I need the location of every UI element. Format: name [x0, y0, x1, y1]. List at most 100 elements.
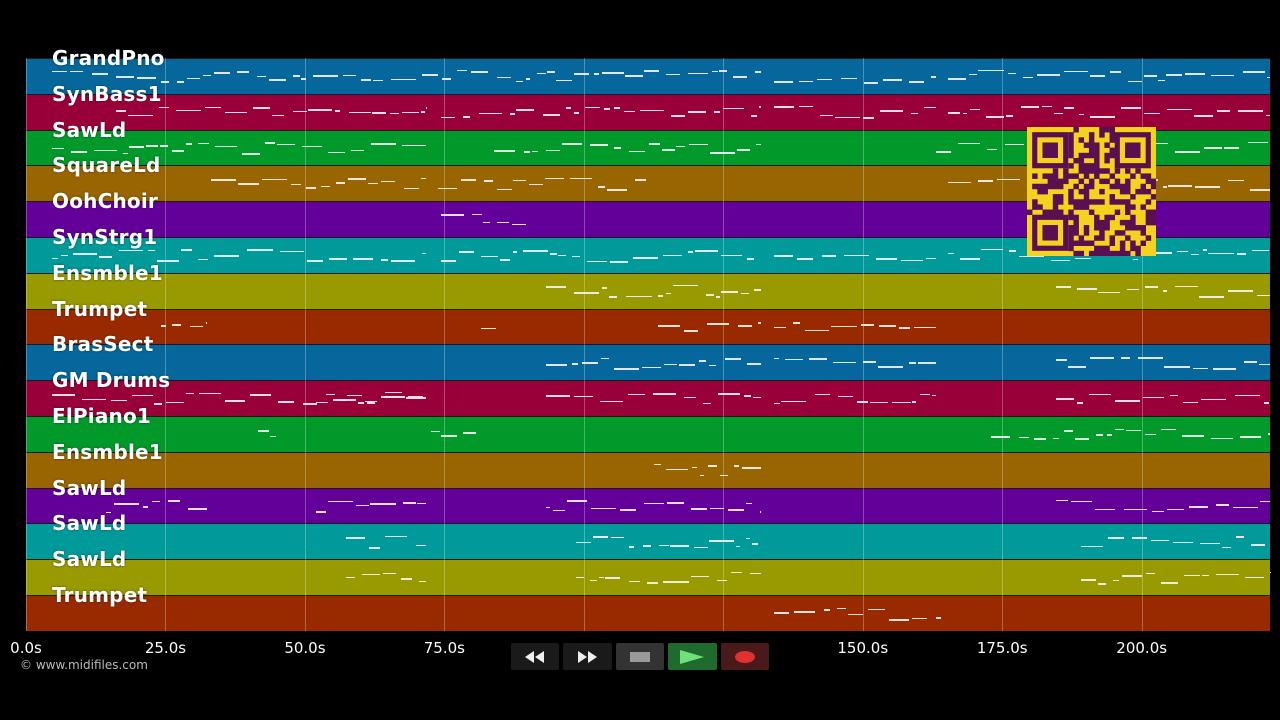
note-mark	[542, 113, 560, 116]
note-mark	[863, 116, 874, 119]
note-mark	[346, 537, 366, 540]
note-mark	[912, 400, 917, 403]
note-mark	[292, 111, 307, 113]
track-label: SynBass1	[52, 81, 162, 106]
note-mark	[781, 401, 806, 403]
track-label: Trumpet	[52, 583, 148, 607]
note-mark	[334, 109, 341, 112]
note-mark	[1247, 142, 1268, 143]
note-mark	[1184, 72, 1205, 75]
note-mark	[875, 258, 898, 261]
note-mark	[225, 112, 248, 114]
note-mark	[71, 151, 88, 154]
note-mark	[329, 258, 348, 261]
note-mark	[1191, 254, 1199, 256]
note-mark	[664, 363, 677, 365]
note-mark	[462, 115, 471, 118]
transport-controls	[511, 643, 770, 670]
note-mark	[644, 502, 665, 504]
note-mark	[1151, 539, 1170, 541]
note-mark	[609, 260, 628, 263]
note-mark	[362, 573, 380, 575]
note-mark	[181, 249, 192, 252]
note-mark	[684, 330, 699, 333]
note-mark	[593, 72, 600, 75]
note-mark	[735, 546, 741, 548]
fast-forward-button[interactable]	[563, 643, 612, 670]
note-mark	[733, 76, 747, 79]
note-mark	[1216, 573, 1240, 575]
note-mark	[116, 109, 127, 112]
note-mark	[920, 394, 931, 396]
note-mark	[546, 506, 551, 508]
track-lane	[26, 272, 1270, 309]
note-mark	[335, 181, 345, 184]
note-mark	[1022, 77, 1034, 79]
note-mark	[601, 286, 607, 289]
grid-line	[165, 58, 167, 631]
note-mark	[198, 258, 209, 260]
note-mark	[171, 323, 182, 326]
play-button[interactable]	[668, 643, 717, 670]
note-mark	[1051, 260, 1070, 262]
note-mark	[1145, 286, 1159, 289]
note-mark	[654, 464, 662, 466]
note-mark	[401, 111, 419, 113]
note-mark	[1071, 501, 1093, 503]
note-mark	[1081, 545, 1103, 547]
note-mark	[494, 149, 516, 152]
note-mark	[708, 464, 718, 467]
track-label: GrandPno	[52, 46, 165, 70]
track-label: ElPiano1	[52, 404, 152, 428]
note-mark	[257, 75, 267, 77]
note-mark	[831, 326, 857, 328]
note-mark	[119, 249, 144, 251]
note-mark	[833, 362, 856, 364]
track-lane	[26, 523, 1270, 560]
note-mark	[1217, 109, 1230, 112]
note-mark	[1228, 180, 1245, 182]
note-mark	[372, 111, 387, 114]
note-mark	[342, 75, 357, 77]
note-mark	[1120, 357, 1131, 360]
note-mark	[277, 401, 295, 404]
note-mark	[836, 608, 846, 610]
note-mark	[719, 70, 728, 73]
note-mark	[687, 251, 694, 254]
note-mark	[176, 109, 202, 111]
record-button[interactable]	[720, 643, 770, 670]
note-mark	[129, 146, 144, 149]
note-mark	[774, 327, 786, 329]
rewind-button[interactable]	[511, 643, 560, 670]
note-mark	[1005, 143, 1025, 145]
note-mark	[970, 108, 980, 110]
note-mark	[1126, 429, 1142, 431]
note-mark	[1074, 438, 1089, 441]
note-mark	[292, 75, 300, 78]
note-mark	[1264, 402, 1270, 405]
note-mark	[589, 144, 609, 147]
note-mark	[576, 541, 591, 543]
note-mark	[211, 178, 237, 181]
note-mark	[1232, 506, 1258, 508]
track-lane	[26, 451, 1270, 488]
note-mark	[1242, 71, 1265, 74]
note-mark	[316, 511, 326, 514]
note-mark	[1078, 114, 1084, 116]
note-mark	[978, 180, 993, 183]
track-label: OohChoir	[52, 189, 158, 214]
note-mark	[918, 361, 936, 364]
note-mark	[513, 180, 527, 182]
note-mark	[699, 475, 704, 477]
stop-button[interactable]	[615, 643, 665, 670]
copyright-text: © www.midifiles.com	[20, 658, 148, 672]
note-mark	[481, 256, 499, 258]
note-mark	[1201, 399, 1227, 401]
note-mark	[152, 501, 161, 503]
rewind-icon	[525, 650, 545, 663]
note-mark	[132, 395, 154, 397]
note-mark	[189, 325, 203, 327]
note-mark	[497, 222, 509, 224]
note-mark	[408, 396, 423, 398]
note-mark	[721, 290, 738, 293]
